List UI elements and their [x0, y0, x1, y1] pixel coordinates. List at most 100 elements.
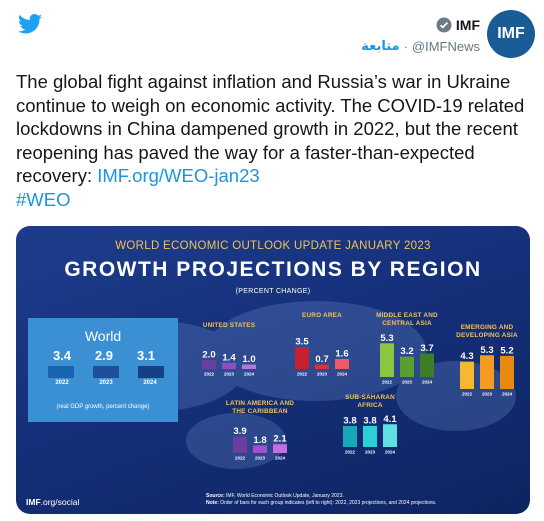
region-name-asia: EMERGING AND DEVELOPING ASIA — [452, 324, 522, 339]
region-euro: EURO AREA 3.5 2022 0.7 2023 1.6 2024 — [286, 312, 358, 376]
year-label: 2024 — [275, 456, 286, 461]
region-chart-us: 2.0 2022 1.4 2023 1.0 2024 — [202, 350, 256, 377]
infographic-unit: (PERCENT CHANGE) — [235, 288, 311, 295]
region-name-line: UNITED STATES — [202, 322, 256, 329]
separator-dot: · — [403, 38, 408, 54]
year-label: 2023 — [255, 456, 266, 461]
region-name-euro: EURO AREA — [286, 312, 358, 320]
year-label: 2022 — [382, 380, 393, 385]
tweet-link[interactable]: IMF.org/WEO-jan23 — [97, 165, 260, 186]
footer-logo-bold: IMF — [26, 497, 41, 507]
bar-asia-2023 — [480, 355, 494, 389]
bar-ssa-2022 — [343, 425, 357, 447]
value-label-mena-2024: 3.7 — [420, 343, 433, 354]
world-bar-2023 — [93, 366, 119, 378]
year-label: 2023 — [402, 380, 413, 385]
value-label-us-2024: 1.0 — [242, 354, 255, 365]
twitter-bird-icon[interactable] — [18, 14, 42, 34]
bar-ssa-2023 — [363, 425, 377, 447]
region-chart-latam: 3.9 2022 1.8 2023 2.1 2024 — [233, 426, 287, 461]
world-value-2023: 2.9 — [94, 348, 114, 363]
display-name[interactable]: IMF — [455, 17, 480, 33]
region-name-us: UNITED STATES — [194, 322, 264, 330]
bar-latam-2024 — [273, 444, 287, 453]
value-label-asia-2023: 5.3 — [480, 345, 493, 356]
region-name-line: EURO AREA — [302, 312, 342, 319]
year-label: 2024 — [502, 392, 513, 397]
name-row: IMF — [436, 17, 480, 33]
infographic-subtitle: WORLD ECONOMIC OUTLOOK UPDATE JANUARY 20… — [115, 240, 431, 252]
year-label: 2024 — [422, 380, 433, 385]
value-label-asia-2024: 5.2 — [500, 345, 513, 356]
region-chart-ssa: 3.8 2022 3.8 2023 4.1 2024 — [343, 414, 397, 455]
bar-mena-2022 — [380, 343, 394, 377]
infographic-image[interactable]: WORLD ECONOMIC OUTLOOK UPDATE JANUARY 20… — [16, 226, 530, 514]
handle-row: متابعة · @IMFNews — [361, 38, 480, 54]
follow-button[interactable]: متابعة — [361, 38, 400, 53]
source-line: Source: IMF, World Economic Outlook Upda… — [206, 493, 436, 500]
region-name-line: THE CARIBBEAN — [232, 407, 288, 415]
world-value-2022: 3.4 — [52, 348, 72, 363]
avatar[interactable]: IMF — [487, 10, 535, 58]
value-label-us-2022: 2.0 — [202, 350, 215, 361]
value-label-euro-2023: 0.7 — [315, 354, 328, 365]
year-label: 2022 — [462, 392, 473, 397]
world-panel: World 3.4 2.9 3.1 2022 2023 2024 (real G… — [28, 318, 178, 422]
value-label-latam-2023: 1.8 — [253, 435, 266, 446]
year-label: 2023 — [317, 372, 328, 377]
value-label-ssa-2022: 3.8 — [343, 415, 356, 426]
world-values: 3.4 2.9 3.1 — [44, 348, 164, 363]
note-text: Order of bars for each group indicates (… — [218, 500, 437, 506]
bar-latam-2022 — [233, 436, 247, 453]
value-label-mena-2023: 3.2 — [400, 346, 413, 357]
bar-asia-2024 — [500, 355, 514, 389]
year-label: 2024 — [337, 372, 348, 377]
source-text: IMF, World Economic Outlook Update, Janu… — [224, 493, 344, 499]
tweet-body: The global fight against inflation and R… — [16, 71, 525, 186]
value-label-latam-2024: 2.1 — [273, 434, 287, 445]
region-name-ssa: SUB-SAHARAN AFRICA — [334, 394, 406, 409]
world-title: World — [84, 328, 122, 344]
bar-euro-2023 — [315, 364, 329, 369]
year-label: 2022 — [345, 450, 356, 455]
bar-mena-2023 — [400, 356, 414, 377]
region-chart-euro: 3.5 2022 0.7 2023 1.6 2024 — [295, 337, 349, 377]
bar-us-2023 — [222, 362, 236, 369]
note-label: Note: — [206, 500, 219, 506]
tweet-text: The global fight against inflation and R… — [16, 70, 530, 211]
user-handle[interactable]: @IMFNews — [411, 38, 480, 54]
year-label: 2023 — [365, 450, 376, 455]
region-ssa: SUB-SAHARAN AFRICA 3.8 2022 3.8 2023 4.1 2024 — [334, 394, 406, 454]
world-bar-2024 — [138, 366, 164, 378]
footer-logo-rest: .org/social — [40, 497, 80, 507]
value-label-ssa-2023: 3.8 — [363, 415, 376, 426]
world-year: 2024 — [143, 380, 157, 386]
region-us: UNITED STATES 2.0 2022 1.4 2023 1.0 2024 — [194, 322, 264, 376]
world-year: 2023 — [99, 380, 113, 386]
world-years: 2022 2023 2024 — [44, 380, 168, 386]
region-asia: EMERGING AND DEVELOPING ASIA 4.3 2022 5.3 202… — [452, 324, 522, 396]
source-label: Source: — [206, 493, 225, 499]
value-label-us-2023: 1.4 — [222, 352, 236, 363]
world-year: 2022 — [55, 380, 69, 386]
year-label: 2022 — [235, 456, 246, 461]
bar-euro-2024 — [335, 358, 349, 369]
hashtag-link[interactable]: #WEO — [16, 188, 71, 210]
bar-euro-2022 — [295, 347, 309, 369]
world-note: (real GDP growth, percent change) — [56, 404, 150, 410]
region-latam: LATIN AMERICA AND THE CARIBBEAN 3.9 2022 1.8… — [224, 400, 296, 460]
year-label: 2024 — [385, 450, 396, 455]
region-name-line: EMERGING AND — [460, 324, 514, 331]
value-label-ssa-2024: 4.1 — [383, 414, 397, 425]
region-name-line: MIDDLE EAST AND — [376, 312, 438, 319]
bar-us-2024 — [242, 364, 256, 369]
region-name-line: DEVELOPING ASIA — [456, 331, 518, 339]
note-line: Note: Order of bars for each group indic… — [206, 500, 436, 507]
value-label-euro-2022: 3.5 — [295, 337, 309, 348]
year-label: 2022 — [204, 372, 215, 377]
source-note: Source: IMF, World Economic Outlook Upda… — [206, 493, 436, 507]
infographic-title: GROWTH PROJECTIONS BY REGION — [64, 258, 482, 281]
year-label: 2023 — [482, 392, 493, 397]
tweet-header: IMF متابعة · @IMFNews IMF — [0, 0, 544, 68]
region-chart-mena: 5.3 2022 3.2 2023 3.7 2024 — [380, 333, 434, 385]
